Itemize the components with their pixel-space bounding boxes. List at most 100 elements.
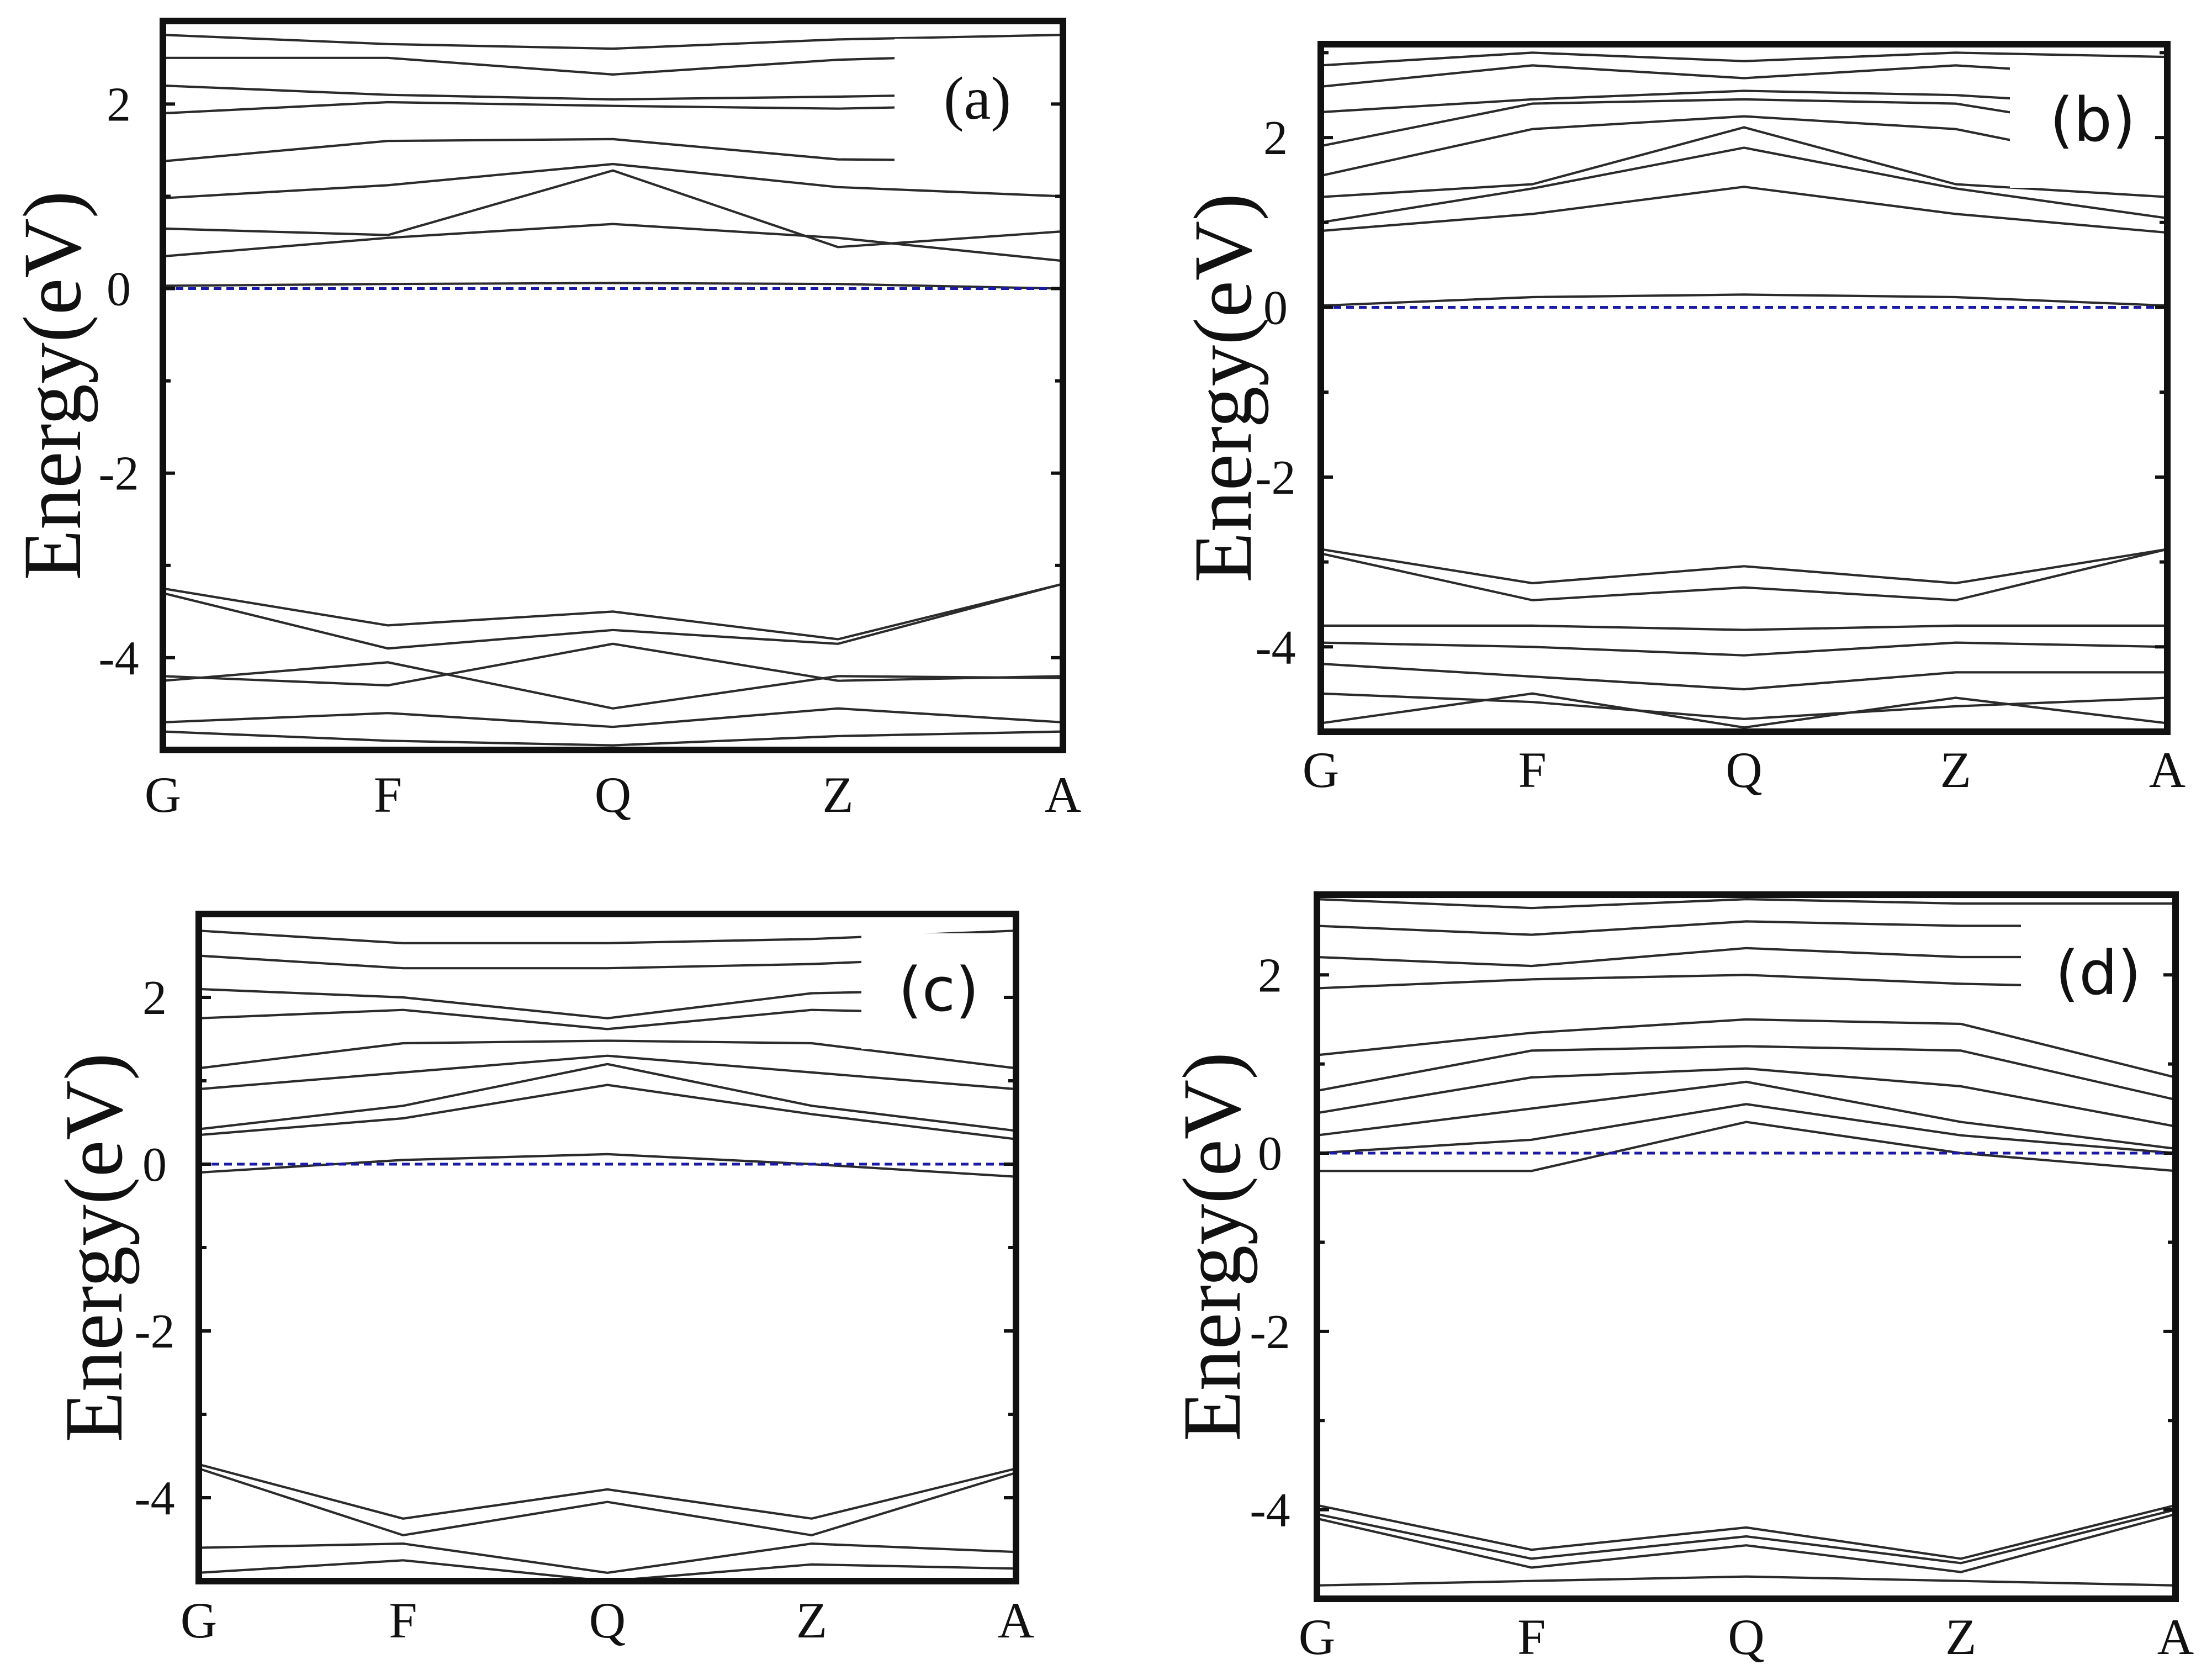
y-tick-label: -2 <box>134 1305 174 1359</box>
band-line-v1 <box>163 583 1063 641</box>
band-line-c2 <box>163 223 1063 262</box>
panel-label-box <box>861 933 1016 1049</box>
band-line-c1 <box>1317 1103 2176 1155</box>
k-point-label-Z: Z <box>796 1592 827 1648</box>
band-line-c2 <box>1317 1080 2176 1150</box>
band-line-c9 <box>163 34 1063 50</box>
band-line-v2 <box>163 583 1063 650</box>
band-line-c4 <box>163 162 1063 199</box>
y-tick-label: -2 <box>1255 451 1295 505</box>
band-line-c1 <box>199 1084 1016 1140</box>
band-line-v1 <box>1317 1504 2176 1560</box>
band-line-c3 <box>1317 1067 2176 1128</box>
band-line-v3 <box>199 1542 1016 1574</box>
y-tick-label: -2 <box>98 447 139 501</box>
k-point-label-Z: Z <box>1945 1609 1976 1665</box>
k-point-label-F: F <box>389 1592 417 1648</box>
band-line-c9 <box>1317 897 2176 910</box>
panel-d: 2 0 -2 -4 G F Q Z A Energy(eV) (d) <box>1166 891 2194 1665</box>
band-line-c4 <box>1317 1045 2176 1101</box>
y-tick-label: 0 <box>1263 281 1288 335</box>
panel-label: (a) <box>944 65 1011 132</box>
band-line-v4 <box>163 661 1063 710</box>
band-line-v3 <box>163 642 1063 687</box>
y-tick-label: 0 <box>142 1138 167 1192</box>
k-point-label-Z: Z <box>1940 742 1971 798</box>
k-point-label-A: A <box>998 1592 1034 1648</box>
k-point-label-Z: Z <box>822 767 853 823</box>
band-line-v6 <box>163 730 1063 747</box>
band-line-c2 <box>1321 186 2167 234</box>
k-point-label-A: A <box>1045 767 1081 823</box>
k-point-label-G: G <box>181 1592 217 1648</box>
y-axis-label: Energy(eV) <box>1166 1052 1258 1441</box>
band-line-c9 <box>1321 51 2167 67</box>
k-point-label-F: F <box>374 767 402 823</box>
y-tick-label: 2 <box>1263 112 1288 165</box>
plot-frame <box>160 18 1066 753</box>
k-point-label-Q: Q <box>595 767 631 823</box>
band-line-v5 <box>1321 662 2167 691</box>
k-point-label-G: G <box>145 767 181 823</box>
panel-c: 2 0 -2 -4 G F Q Z A Energy(eV) (c) <box>48 911 1034 1648</box>
bands-group <box>163 34 1063 747</box>
k-point-label-F: F <box>1518 742 1547 798</box>
band-line-c2 <box>199 1063 1016 1132</box>
band-line-c1 <box>1321 293 2167 307</box>
k-point-label-G: G <box>1299 1609 1335 1665</box>
panel-label: (c) <box>898 954 979 1025</box>
band-line-c3 <box>199 1054 1016 1091</box>
band-line-v7 <box>1321 692 2167 729</box>
panel-label: (d) <box>2055 938 2141 1008</box>
band-line-v1 <box>199 1463 1016 1520</box>
y-tick-label: -4 <box>1255 621 1295 674</box>
panel-label: (b) <box>2050 84 2136 155</box>
panel-b: 2 0 -2 -4 G F Q Z A Energy(eV) (b) <box>1177 41 2185 798</box>
y-tick-label: 2 <box>142 971 167 1025</box>
band-line-v2 <box>199 1467 1016 1537</box>
plot-frame <box>1314 891 2179 1602</box>
k-point-label-Q: Q <box>589 1592 626 1648</box>
k-point-label-A: A <box>2157 1609 2194 1665</box>
panel-a: 2 0 -2 -4 G F Q Z A Energy(eV) (a) <box>7 18 1081 823</box>
band-line-c0 <box>1317 1121 2176 1172</box>
k-point-label-A: A <box>2149 742 2185 798</box>
k-point-label-F: F <box>1517 1609 1546 1665</box>
panel-label-box <box>895 39 1060 166</box>
y-axis-label: Energy(eV) <box>48 1053 140 1442</box>
band-line-v4 <box>1321 641 2167 657</box>
y-tick-label: 2 <box>1258 949 1282 1002</box>
band-line-v3 <box>1321 624 2167 631</box>
band-line-c3 <box>163 169 1063 249</box>
k-point-label-Q: Q <box>1726 742 1762 798</box>
band-line-v6 <box>1321 692 2167 721</box>
y-tick-label: 0 <box>107 263 131 316</box>
band-line-c1 <box>163 282 1063 290</box>
band-line-v4 <box>1317 1575 2176 1587</box>
plot-frame <box>1317 41 2171 735</box>
k-point-label-Q: Q <box>1728 1609 1764 1665</box>
panel-label-box <box>2021 911 2176 1038</box>
y-axis-label: Energy(eV) <box>7 191 98 580</box>
y-tick-label: -2 <box>1250 1306 1290 1359</box>
y-tick-label: 2 <box>107 78 131 131</box>
band-line-v4 <box>199 1559 1016 1581</box>
band-line-c5 <box>1317 1018 2176 1079</box>
band-line-c3 <box>1321 146 2167 224</box>
y-tick-label: -4 <box>1250 1484 1290 1537</box>
band-line-v2 <box>1321 548 2167 601</box>
band-line-v1 <box>1321 548 2167 585</box>
k-point-label-G: G <box>1303 742 1339 798</box>
y-axis-label: Energy(eV) <box>1177 193 1269 583</box>
band-line-c0 <box>199 1153 1016 1178</box>
y-tick-label: -4 <box>134 1472 174 1525</box>
band-line-v5 <box>163 707 1063 728</box>
y-tick-label: -4 <box>98 632 139 685</box>
band-line-v2 <box>1317 1508 2176 1565</box>
band-line-c4 <box>199 1039 1016 1070</box>
y-tick-label: 0 <box>1258 1127 1282 1181</box>
panel-label-box <box>2010 61 2165 188</box>
band-line-c4 <box>1321 126 2167 198</box>
band-line-v3 <box>1317 1513 2176 1573</box>
